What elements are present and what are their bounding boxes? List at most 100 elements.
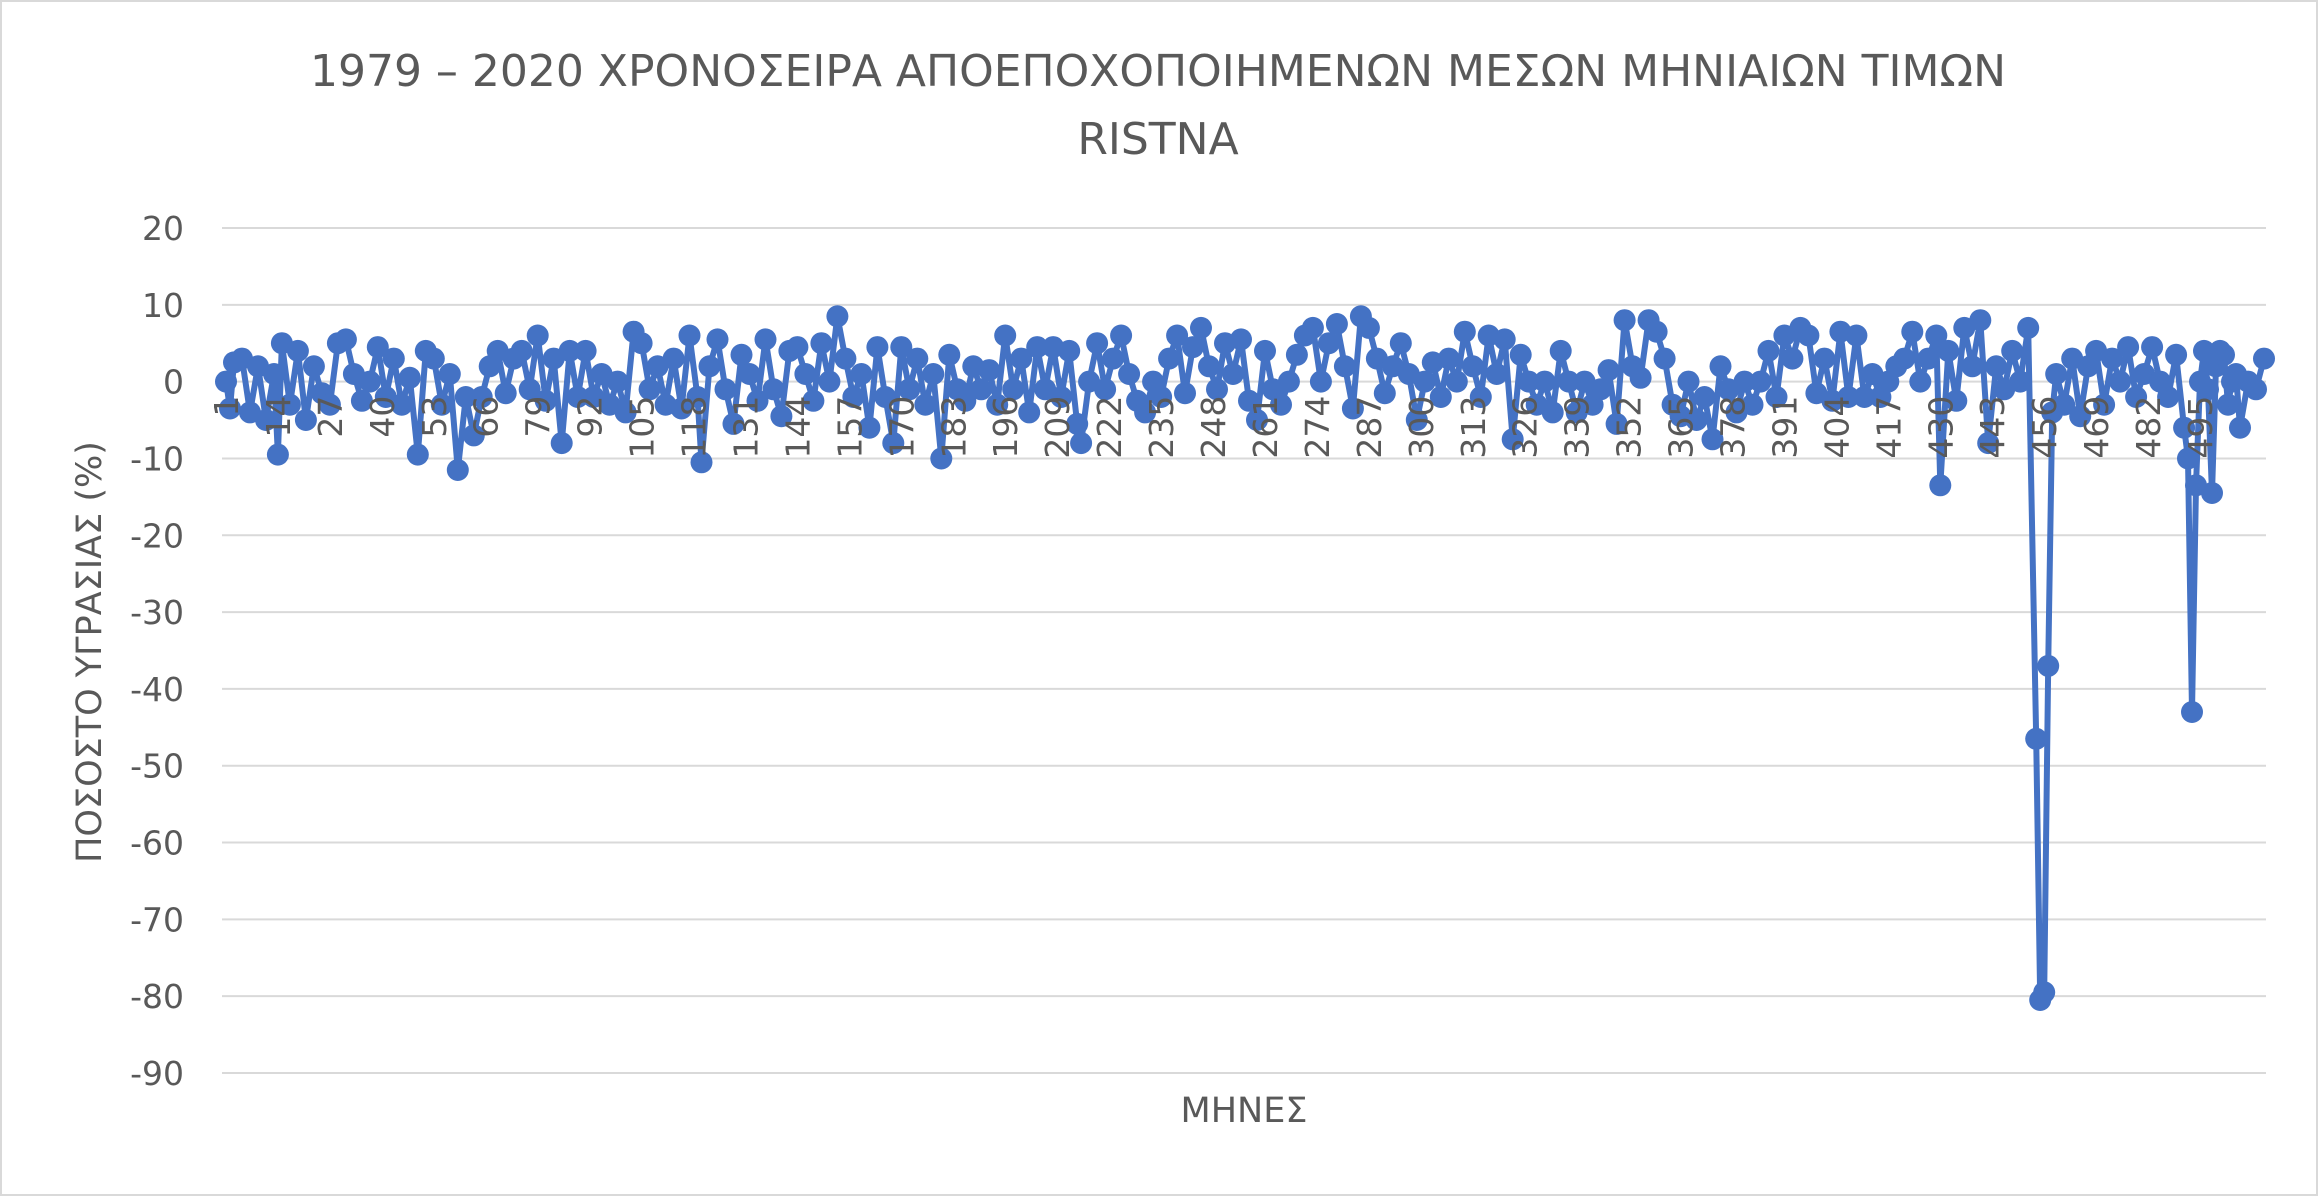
x-axis-title: ΜΗΝΕΣ — [1181, 1091, 1308, 1131]
data-point — [1469, 386, 1492, 408]
data-point — [1230, 328, 1252, 351]
data-point — [430, 393, 453, 416]
data-point — [294, 409, 317, 431]
y-tick-label: -80 — [130, 977, 184, 1016]
data-point — [662, 347, 685, 370]
x-tick-label: 222 — [1090, 396, 1129, 459]
x-tick-label: 105 — [623, 396, 662, 459]
y-axis-title: ΠΟΣΟΣΤΟ ΥΓΡΑΣΙΑΣ (%) — [70, 441, 110, 863]
data-point — [263, 363, 285, 385]
data-point — [882, 432, 905, 455]
data-point — [1070, 432, 1093, 455]
x-tick-label: 27 — [311, 396, 350, 438]
data-point — [1238, 389, 1260, 412]
data-point — [1254, 339, 1276, 362]
data-point — [2009, 370, 2032, 393]
data-point — [978, 359, 1001, 382]
data-point — [1050, 386, 1073, 408]
data-point — [1653, 347, 1676, 370]
data-point — [1985, 355, 2008, 378]
y-tick-label: -50 — [130, 747, 184, 786]
data-point — [1961, 355, 1984, 378]
y-tick-label: -10 — [130, 439, 184, 478]
data-point — [930, 447, 953, 470]
data-point — [534, 389, 557, 412]
x-tick-label: 118 — [675, 396, 714, 459]
data-point — [2069, 405, 2092, 428]
data-point — [1405, 409, 1428, 431]
data-point — [2157, 386, 2180, 408]
data-point — [558, 339, 581, 362]
x-tick-label: 482 — [2129, 396, 2168, 459]
data-point — [1541, 401, 1564, 424]
data-point — [1589, 378, 1612, 401]
data-point — [1765, 386, 1788, 408]
data-point — [1733, 370, 1756, 393]
data-point — [2141, 336, 2164, 359]
data-point — [550, 432, 573, 455]
data-point — [1118, 363, 1141, 385]
data-point — [2165, 343, 2188, 366]
data-point — [770, 405, 793, 428]
data-point — [1845, 324, 1868, 347]
data-point — [215, 370, 237, 393]
data-point — [690, 451, 713, 474]
data-point — [1190, 316, 1212, 339]
data-point — [802, 389, 825, 412]
x-tick-label: 53 — [415, 396, 454, 438]
gridlines — [222, 227, 2266, 1074]
data-point — [858, 416, 881, 439]
chart-title-line1: 1979 – 2020 ΧΡΟΝΟΣΕΙΡΑ ΑΠΟΕΠΟΧΟΠΟΙΗΜΕΝΩΝ… — [310, 46, 2006, 97]
data-point — [494, 382, 517, 405]
data-point — [2117, 336, 2140, 359]
x-tick-label: 300 — [1402, 396, 1441, 459]
chart-title-line2: RISTNA — [1077, 114, 1238, 165]
data-point — [574, 339, 597, 362]
data-point — [842, 386, 865, 408]
data-point — [738, 363, 761, 385]
data-point — [2053, 393, 2076, 416]
y-tick-label: 0 — [163, 363, 184, 402]
data-point — [1134, 401, 1157, 424]
data-point — [898, 378, 921, 401]
x-tick-label: 157 — [830, 396, 869, 459]
data-point — [278, 393, 301, 416]
data-point — [2177, 447, 2199, 470]
data-point — [1701, 428, 1724, 451]
data-point — [606, 370, 629, 393]
data-point — [1757, 339, 1780, 362]
data-point — [874, 386, 897, 408]
data-point — [1749, 370, 1772, 393]
data-point — [1309, 370, 1332, 393]
data-point — [1246, 409, 1268, 431]
data-point — [850, 363, 873, 385]
data-point — [1597, 359, 1620, 382]
data-point — [1977, 432, 2000, 455]
data-point — [1741, 393, 1764, 416]
data-point — [1605, 412, 1628, 435]
data-point — [1010, 347, 1033, 370]
x-tick-label: 469 — [2077, 396, 2116, 459]
data-point — [2109, 370, 2132, 393]
x-tick-label: 248 — [1194, 396, 1233, 459]
data-point — [1102, 347, 1125, 370]
data-point — [398, 366, 421, 389]
data-point — [1813, 347, 1836, 370]
x-tick-label: 196 — [986, 396, 1025, 459]
data-point — [1198, 355, 1220, 378]
x-tick-label: 287 — [1350, 396, 1389, 459]
data-point — [470, 386, 493, 408]
data-point — [2033, 981, 2056, 1004]
data-point — [1501, 428, 1524, 451]
data-point — [834, 347, 857, 370]
data-point — [1333, 355, 1356, 378]
data-point — [2213, 343, 2235, 366]
data-point — [746, 389, 769, 412]
data-point — [762, 378, 785, 401]
data-point — [438, 363, 461, 385]
data-point — [1174, 382, 1196, 405]
data-point — [1929, 474, 1952, 497]
data-point — [2173, 416, 2196, 439]
data-point — [1277, 370, 1300, 393]
x-tick-label: 313 — [1454, 396, 1493, 459]
